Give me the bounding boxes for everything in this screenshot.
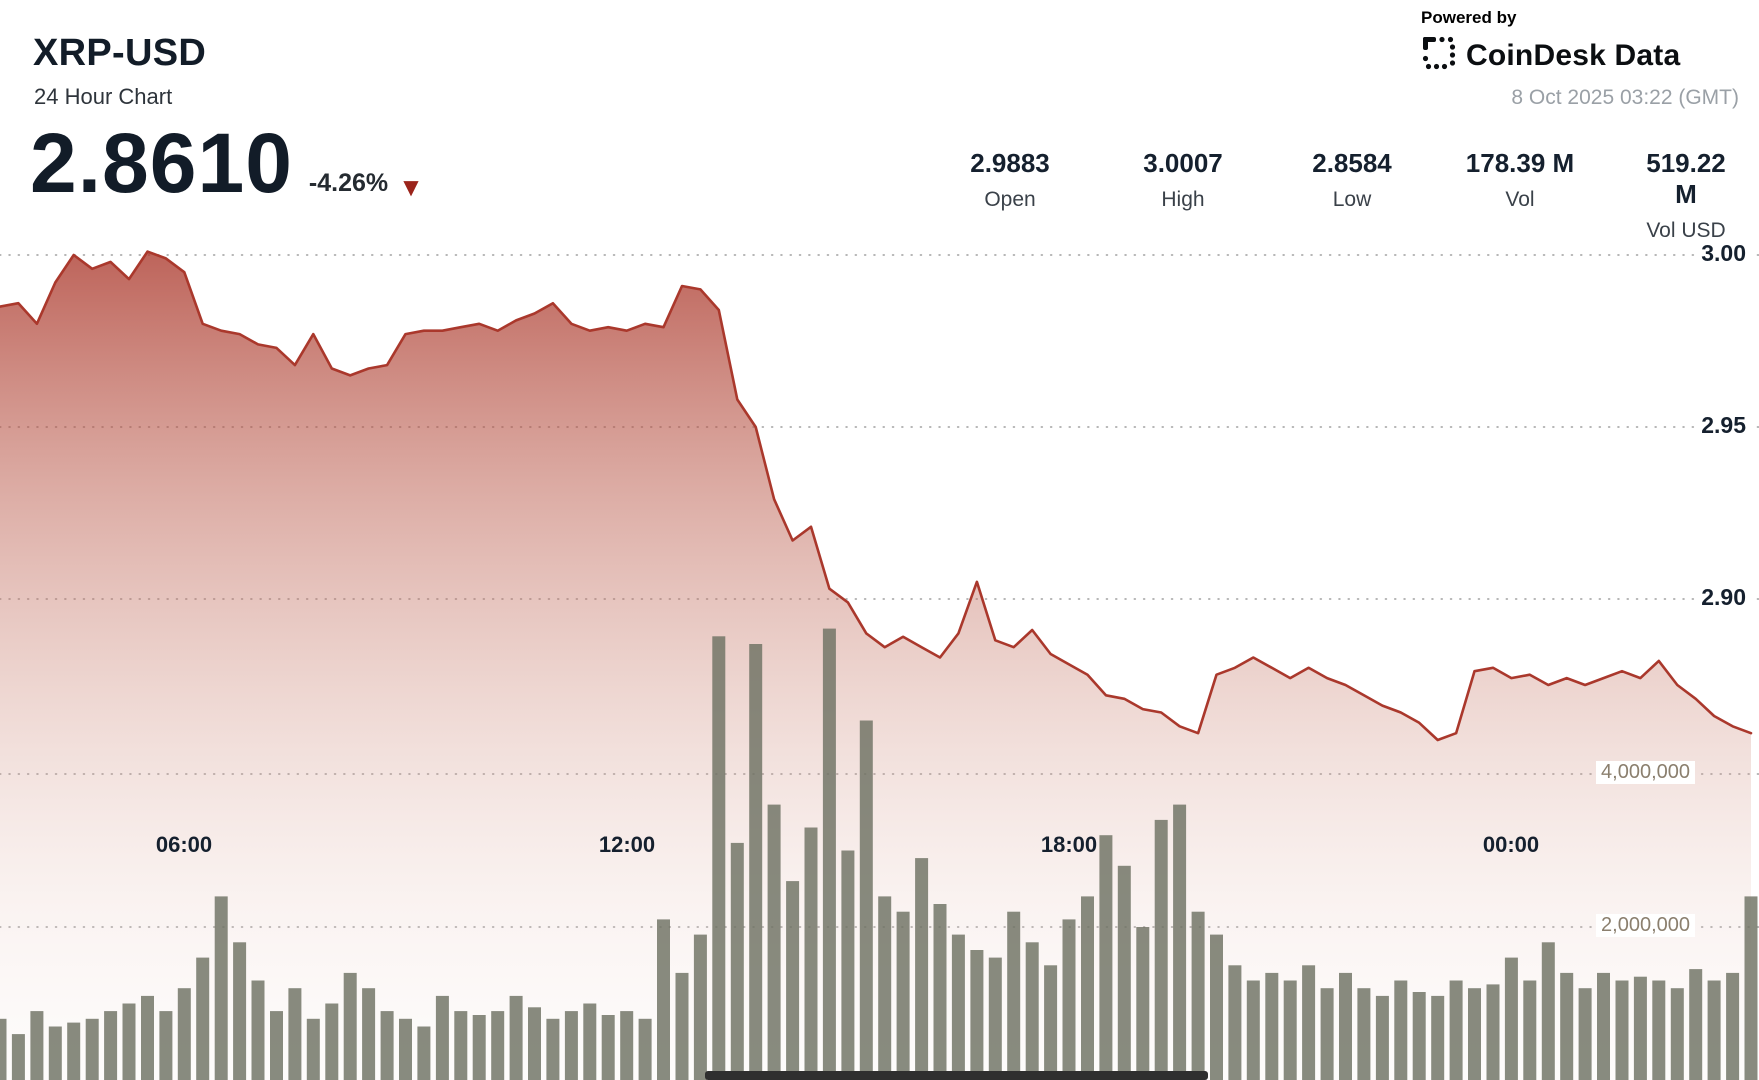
range-scrollbar[interactable] — [705, 1071, 1208, 1080]
chart-subtitle: 24 Hour Chart — [34, 84, 173, 109]
stat-open-label: Open — [984, 188, 1036, 211]
stat-volume-usd: 519.22 M Vol USD — [1646, 148, 1726, 243]
powered-by-label: Powered by — [1421, 8, 1517, 27]
stat-open-value: 2.9883 — [970, 148, 1050, 178]
volume-bars — [0, 628, 1758, 1080]
branding-block: Powered by — [1421, 8, 1739, 110]
stat-high-label: High — [1161, 188, 1205, 211]
coindesk-logo-icon — [1421, 35, 1457, 76]
down-arrow-icon: ▼ — [398, 171, 424, 202]
stat-open: 2.9883 Open — [970, 148, 1050, 212]
current-price-row: 2.8610 -4.26% ▼ — [30, 116, 424, 210]
stat-low-value: 2.8584 — [1312, 148, 1392, 178]
stat-volume-usd-label: Vol USD — [1646, 219, 1726, 242]
brand-row[interactable]: CoinDesk Data — [1421, 35, 1739, 76]
stat-volume-usd-value: 519.22 M — [1646, 148, 1726, 209]
stat-volume: 178.39 M Vol — [1466, 148, 1574, 212]
price-line — [0, 250, 1753, 742]
chart-timestamp: 8 Oct 2025 03:22 (GMT) — [1511, 86, 1739, 109]
current-price: 2.8610 — [30, 116, 293, 210]
stat-low-label: Low — [1332, 188, 1372, 211]
price-area-fill — [0, 251, 1751, 1080]
stat-high-value: 3.0007 — [1143, 148, 1223, 178]
stat-high: 3.0007 High — [1143, 148, 1223, 212]
price-change-percent: -4.26% — [308, 168, 389, 197]
brand-name: CoinDesk Data — [1466, 38, 1681, 72]
stat-volume-label: Vol — [1505, 188, 1535, 211]
stat-volume-value: 178.39 M — [1465, 148, 1575, 178]
stat-low: 2.8584 Low — [1312, 148, 1392, 212]
symbol-title: XRP-USD — [33, 32, 207, 74]
